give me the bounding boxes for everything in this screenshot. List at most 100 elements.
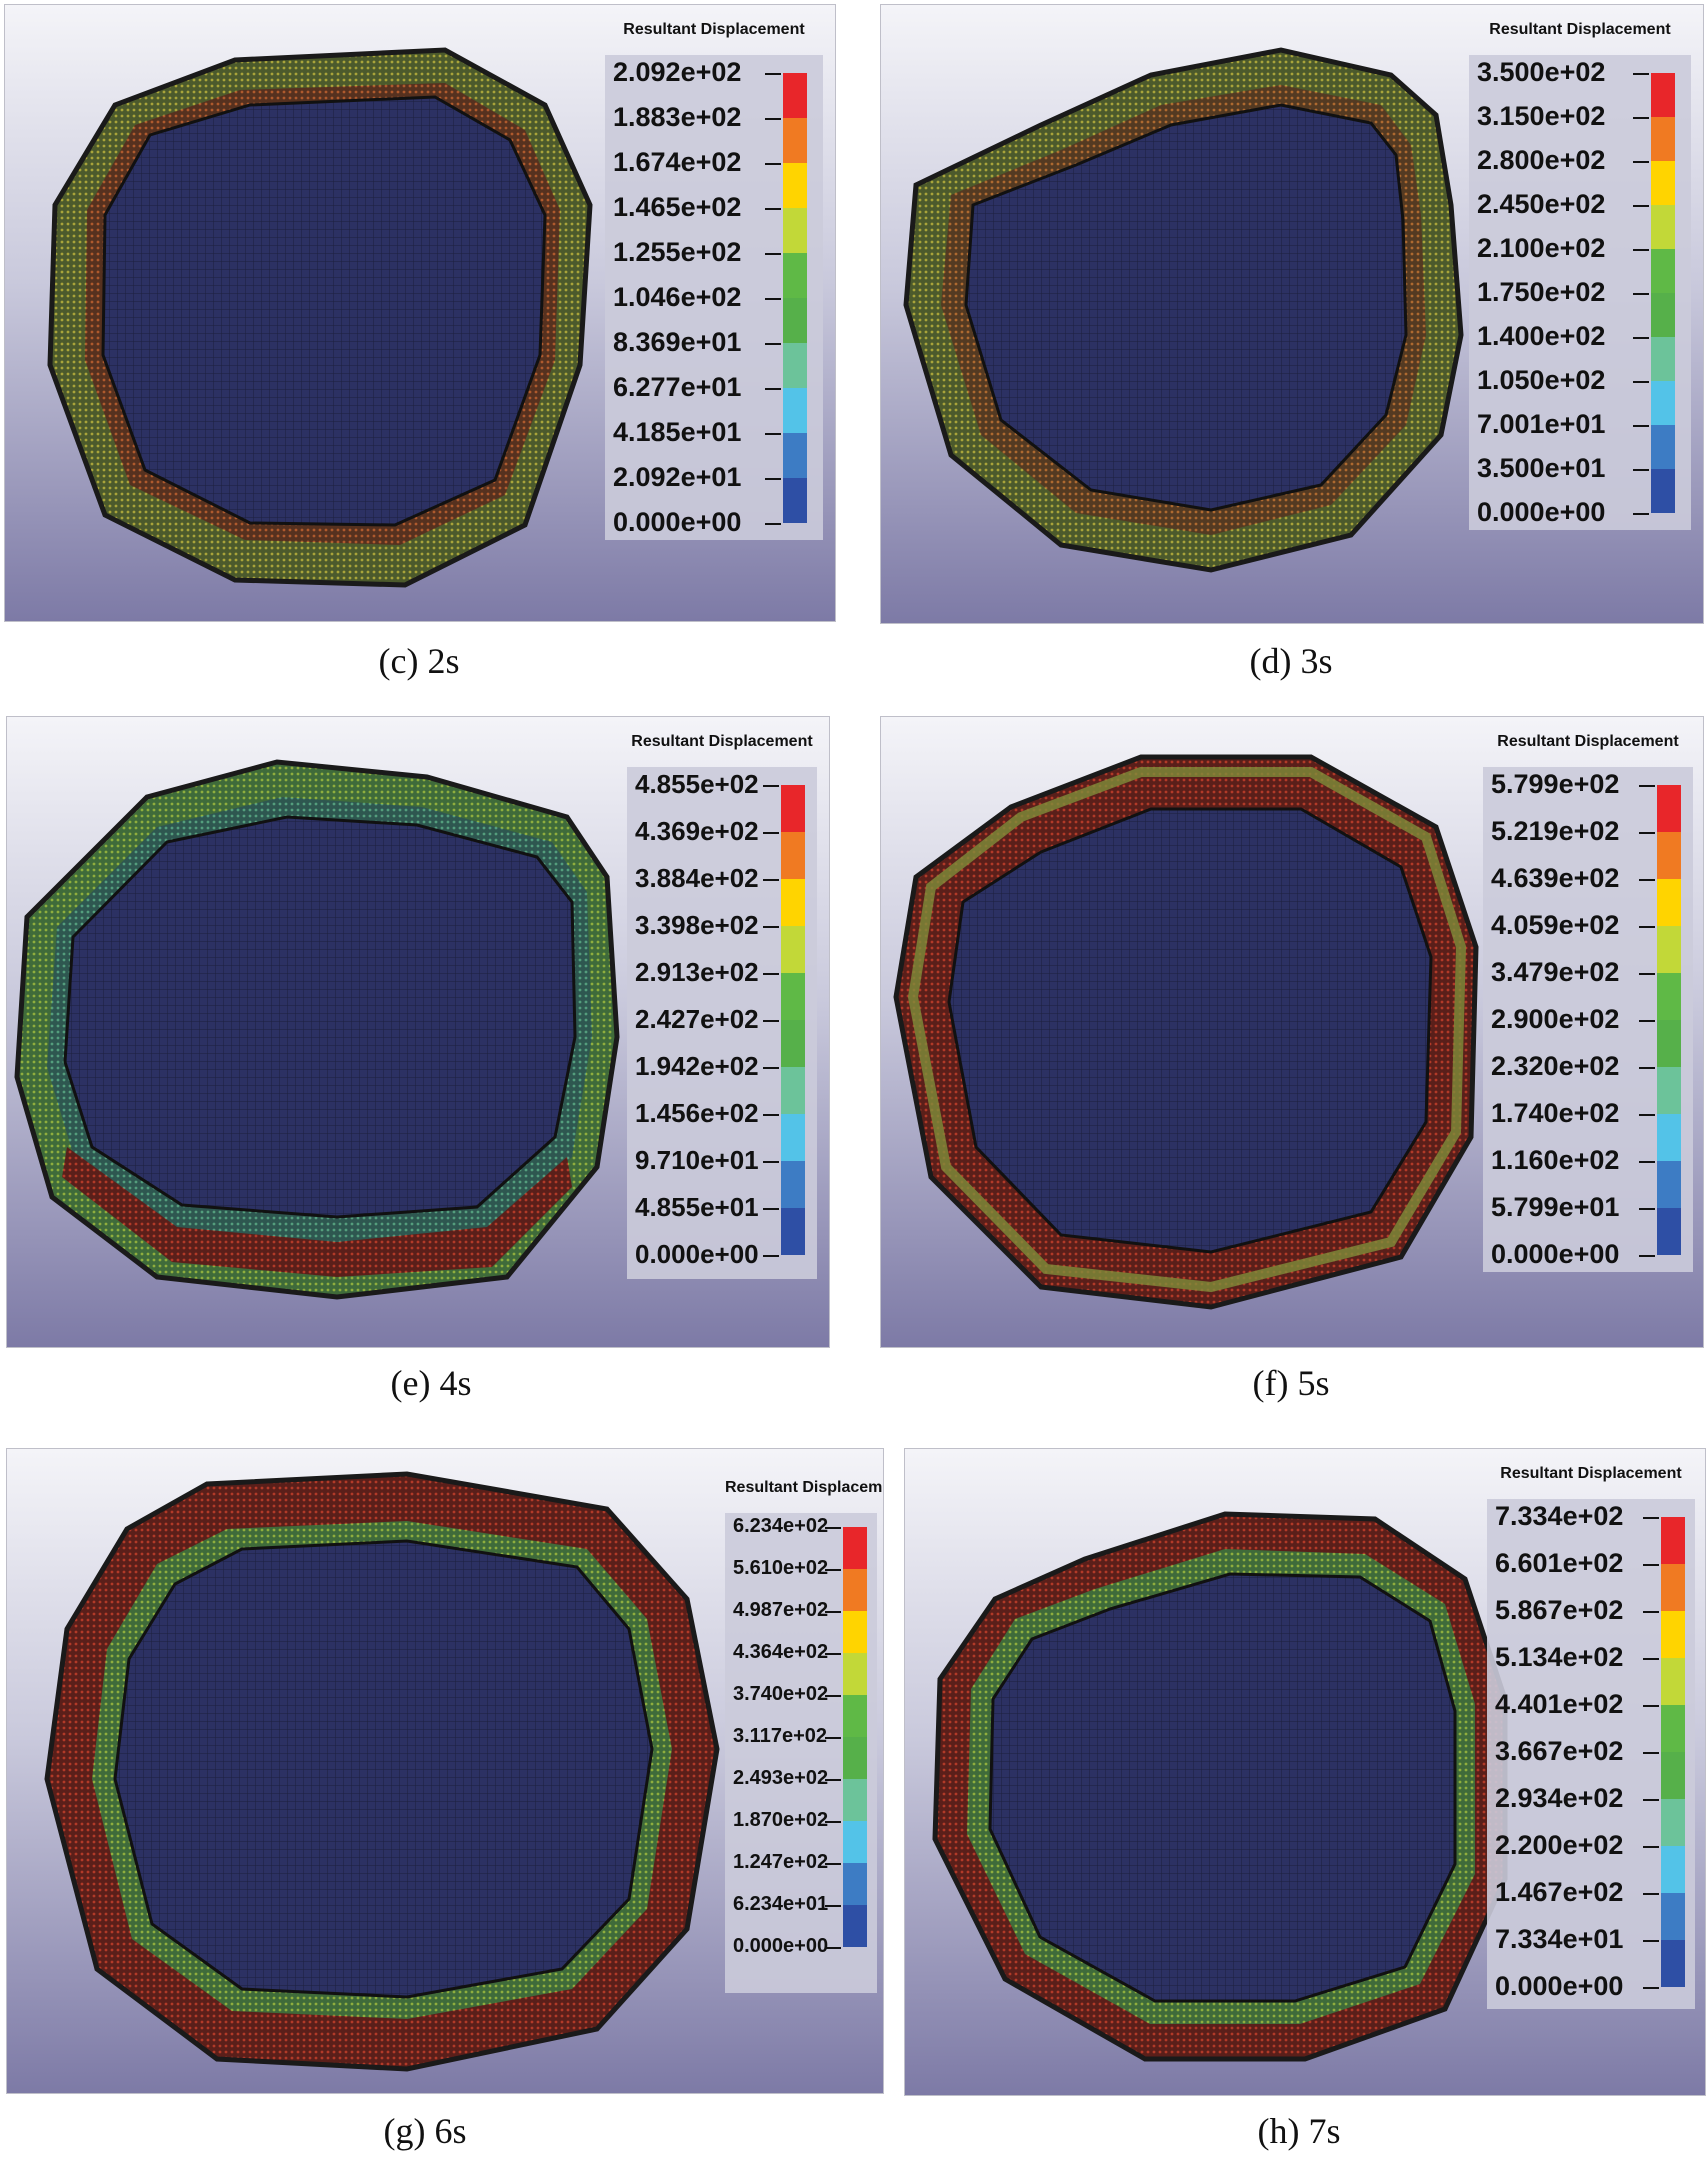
legend-tick xyxy=(1643,1846,1659,1848)
legend-value: 1.674e+02 xyxy=(613,147,742,177)
legend-value: 2.913e+02 xyxy=(635,957,759,987)
legend-tick xyxy=(1633,205,1649,207)
legend-tick xyxy=(1633,161,1649,163)
legend-tick xyxy=(825,1863,841,1865)
legend-color-swatch xyxy=(843,1611,867,1653)
legend-color-swatch xyxy=(843,1905,867,1947)
legend-color-swatch xyxy=(1651,469,1675,513)
legend-tick xyxy=(1639,1208,1655,1210)
legend-title: Resultant Displacement xyxy=(1489,21,1671,38)
legend-color-swatch xyxy=(783,478,807,523)
legend-tick xyxy=(1639,1255,1655,1257)
legend-value: 3.667e+02 xyxy=(1495,1736,1624,1766)
legend-tick xyxy=(825,1653,841,1655)
legend-value: 4.855e+02 xyxy=(635,769,759,799)
legend-tick xyxy=(763,1161,779,1163)
legend-value: 2.900e+02 xyxy=(1491,1004,1620,1034)
legend-tick xyxy=(1633,293,1649,295)
legend-color-swatch xyxy=(1657,879,1681,926)
legend-title: Resultant Displacement xyxy=(725,1479,883,1496)
legend-color-swatch xyxy=(843,1779,867,1821)
legend-tick xyxy=(765,478,781,480)
legend-color-swatch xyxy=(1661,1893,1685,1940)
legend-color-swatch xyxy=(843,1863,867,1905)
legend-color-swatch xyxy=(843,1527,867,1569)
legend-value: 2.493e+02 xyxy=(733,1767,829,1789)
panel-g-6s: Resultant Displacement 6.234e+02 5.610e+… xyxy=(6,1448,884,2094)
legend-color-swatch xyxy=(783,253,807,298)
legend-tick xyxy=(1633,381,1649,383)
legend-color-swatch xyxy=(1651,425,1675,469)
legend-value: 3.500e+01 xyxy=(1477,453,1606,483)
caption-f: (f) 5s xyxy=(1252,1363,1330,1403)
legend-value: 0.000e+00 xyxy=(635,1239,759,1269)
color-legend-g: Resultant Displacement 6.234e+02 5.610e+… xyxy=(725,1479,883,1993)
legend-color-swatch xyxy=(1651,161,1675,205)
legend-tick xyxy=(825,1737,841,1739)
legend-value: 3.479e+02 xyxy=(1491,957,1620,987)
legend-tick xyxy=(763,926,779,928)
legend-value: 2.092e+01 xyxy=(613,462,742,492)
legend-color-swatch xyxy=(843,1653,867,1695)
legend-tick xyxy=(1643,1564,1659,1566)
legend-tick xyxy=(765,253,781,255)
legend-color-swatch xyxy=(1657,1161,1681,1208)
legend-value: 6.234e+02 xyxy=(733,1515,829,1537)
legend-tick xyxy=(825,1695,841,1697)
legend-title: Resultant Displacement xyxy=(1500,1465,1682,1482)
legend-colorbar xyxy=(1633,73,1675,515)
legend-tick xyxy=(1643,1799,1659,1801)
legend-value: 0.000e+00 xyxy=(1491,1239,1620,1269)
legend-color-swatch xyxy=(783,163,807,208)
legend-tick xyxy=(1643,1987,1659,1989)
legend-tick xyxy=(763,785,779,787)
legend-title: Resultant Displacement xyxy=(1497,733,1679,750)
legend-value: 1.942e+02 xyxy=(635,1051,759,1081)
legend-value: 6.234e+01 xyxy=(733,1893,829,1915)
legend-tick xyxy=(1643,1611,1659,1613)
legend-value: 5.610e+02 xyxy=(733,1557,829,1579)
legend-tick xyxy=(1633,249,1649,251)
legend-color-swatch xyxy=(1657,1208,1681,1255)
legend-color-swatch xyxy=(1661,1658,1685,1705)
legend-tick xyxy=(1633,469,1649,471)
legend-title: Resultant Displacement xyxy=(623,21,805,38)
legend-color-swatch xyxy=(1651,337,1675,381)
color-legend-f: Resultant Displacement 5.799e+02 5.219e+… xyxy=(1483,733,1693,1272)
legend-value: 1.050e+02 xyxy=(1477,365,1606,395)
caption-c: (c) 2s xyxy=(378,641,460,681)
legend-tick xyxy=(765,388,781,390)
caption-d: (d) 3s xyxy=(1249,641,1333,681)
legend-value: 3.117e+02 xyxy=(733,1725,827,1747)
legend-value: 1.456e+02 xyxy=(635,1098,759,1128)
legend-color-swatch xyxy=(1657,785,1681,832)
legend-color-swatch xyxy=(1661,1940,1685,1987)
legend-value: 7.001e+01 xyxy=(1477,409,1606,439)
legend-tick xyxy=(1643,1752,1659,1754)
legend-color-swatch xyxy=(781,832,805,879)
legend-tick xyxy=(1643,1705,1659,1707)
legend-tick xyxy=(825,1611,841,1613)
legend-color-swatch xyxy=(781,926,805,973)
legend-tick xyxy=(1639,1067,1655,1069)
legend-color-swatch xyxy=(1651,205,1675,249)
legend-value: 0.000e+00 xyxy=(1477,497,1606,527)
legend-color-swatch xyxy=(1661,1611,1685,1658)
legend-value: 1.467e+02 xyxy=(1495,1877,1624,1907)
legend-tick xyxy=(763,1114,779,1116)
legend-color-swatch xyxy=(781,785,805,832)
legend-value: 2.427e+02 xyxy=(635,1004,759,1034)
caption-e: (e) 4s xyxy=(390,1363,472,1403)
legend-colorbar xyxy=(763,785,805,1257)
legend-tick xyxy=(1633,425,1649,427)
legend-title: Resultant Displacement xyxy=(631,733,813,750)
legend-color-swatch xyxy=(1657,1114,1681,1161)
legend-tick xyxy=(765,298,781,300)
legend-value: 4.639e+02 xyxy=(1491,863,1620,893)
legend-color-swatch xyxy=(843,1569,867,1611)
legend-color-swatch xyxy=(843,1821,867,1863)
legend-color-swatch xyxy=(1651,249,1675,293)
legend-tick xyxy=(1639,973,1655,975)
legend-color-swatch xyxy=(783,298,807,343)
legend-color-swatch xyxy=(1661,1846,1685,1893)
